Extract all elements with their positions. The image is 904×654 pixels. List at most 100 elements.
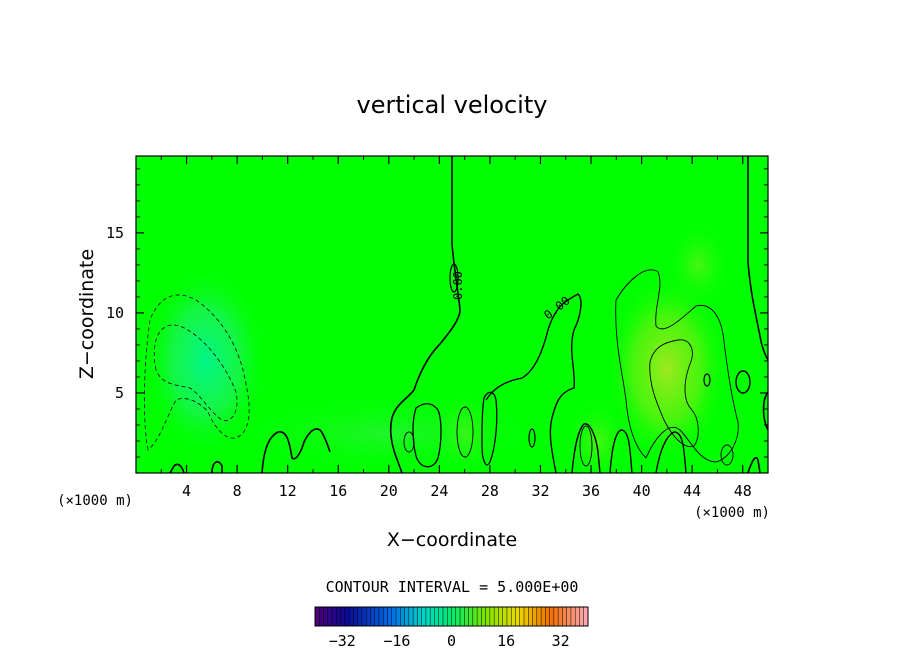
colorbar-tick-label-5: 32 bbox=[552, 632, 570, 650]
x-tick-label-10: 40 bbox=[633, 482, 651, 500]
x-tick-label-3: 12 bbox=[279, 482, 297, 500]
colorbar-cell bbox=[387, 607, 393, 626]
chart-title: vertical velocity bbox=[357, 91, 548, 119]
colorbar-cell bbox=[583, 607, 589, 626]
colorbar-cell bbox=[404, 607, 410, 626]
colorbar-cell bbox=[455, 607, 461, 626]
colorbar-cell bbox=[541, 607, 546, 626]
colorbar-cell bbox=[332, 607, 337, 626]
x-tick-label-2: 8 bbox=[233, 482, 242, 500]
field-extremum-1 bbox=[143, 264, 268, 457]
colorbar-cell bbox=[391, 607, 397, 626]
contour-lines bbox=[143, 156, 768, 473]
colorbar-cell bbox=[400, 607, 405, 626]
contour-positive-inner bbox=[649, 339, 699, 448]
colorbar-cell bbox=[425, 607, 431, 626]
colorbar-cell bbox=[562, 607, 567, 626]
contour-zero-ring-2 bbox=[481, 391, 498, 466]
colorbar-cell bbox=[468, 607, 474, 626]
colorbar-cell bbox=[370, 607, 376, 626]
contour-interval-text: CONTOUR INTERVAL = 5.000E+00 bbox=[326, 578, 579, 596]
contour-negative-inner bbox=[153, 324, 238, 422]
field-extremum-3 bbox=[664, 218, 733, 311]
contour-positive-blob-1 bbox=[456, 406, 474, 458]
x-tick-label-4: 16 bbox=[329, 482, 347, 500]
colorbar-cell bbox=[481, 607, 486, 626]
contour-zero-oval-2 bbox=[528, 428, 536, 448]
contour-zero-mid bbox=[389, 156, 461, 473]
colorbar-cell bbox=[566, 607, 572, 626]
colorbar-cell bbox=[494, 607, 499, 626]
colorbar-cell bbox=[434, 607, 440, 626]
colorbar-cell bbox=[575, 607, 580, 626]
colorbar-cell bbox=[442, 607, 448, 626]
colorbar-frame bbox=[314, 606, 589, 627]
plot-area: 0.00 0.00 bbox=[136, 156, 768, 473]
colorbar-cell bbox=[460, 607, 465, 626]
x-tick-label-9: 36 bbox=[582, 482, 600, 500]
colorbar-cell bbox=[570, 607, 576, 626]
colorbar-cell bbox=[524, 607, 529, 626]
x-axis-label: X−coordinate bbox=[387, 529, 517, 551]
colorbar-cell bbox=[408, 607, 414, 626]
colorbar-cell bbox=[519, 607, 525, 626]
colorbar-cell bbox=[374, 607, 380, 626]
colorbar-cell bbox=[361, 607, 367, 626]
contour-label-1: 0.00 bbox=[451, 271, 465, 300]
colorbar-cell bbox=[558, 607, 563, 626]
colorbar-cell bbox=[549, 607, 555, 626]
contour-zero-right bbox=[747, 156, 768, 473]
colorbar-tick-label-2: −16 bbox=[383, 632, 410, 650]
y-tick-label-1: 5 bbox=[115, 384, 124, 402]
colorbar-cell bbox=[489, 607, 495, 626]
x-tick-label-6: 24 bbox=[430, 482, 448, 500]
colorbar-cell bbox=[323, 607, 329, 626]
colorbar-cell bbox=[579, 607, 585, 626]
y-tick-label-3: 15 bbox=[106, 224, 124, 242]
colorbar-cell bbox=[319, 607, 324, 626]
y-tick-label-2: 10 bbox=[106, 304, 124, 322]
colorbar-cell bbox=[417, 607, 422, 626]
colorbar-cell bbox=[349, 607, 354, 626]
colorbar-cell bbox=[336, 607, 341, 626]
x-tick-label-5: 20 bbox=[380, 482, 398, 500]
colorbar-cell bbox=[451, 607, 457, 626]
colorbar-cell bbox=[413, 607, 418, 626]
plot-frame bbox=[135, 155, 769, 474]
colorbar: −32 −16 0 16 32 bbox=[314, 606, 589, 650]
colorbar-cell bbox=[396, 607, 401, 626]
colorbar-cell bbox=[528, 607, 533, 626]
colorbar-cell bbox=[515, 607, 521, 626]
colorbar-cell bbox=[353, 607, 358, 626]
colorbar-cell bbox=[383, 607, 388, 626]
y-axis-label: Z−coordinate bbox=[76, 249, 98, 379]
field-extremum-2 bbox=[604, 272, 729, 465]
field-soft-band bbox=[218, 392, 559, 473]
colorbar-cell bbox=[421, 607, 427, 626]
y-axis: 5 10 15 bbox=[106, 168, 768, 458]
colorbar-cell bbox=[511, 607, 516, 626]
colorbar-cell bbox=[502, 607, 508, 626]
colorbar-cell bbox=[447, 607, 452, 626]
colorbar-cell bbox=[536, 607, 542, 626]
colorbar-tick-label-3: 0 bbox=[447, 632, 456, 650]
contour-zero-oval-4 bbox=[703, 373, 711, 387]
x-tick-label-11: 44 bbox=[683, 482, 701, 500]
x-tick-label-7: 28 bbox=[481, 482, 499, 500]
contour-positive-blob-4 bbox=[720, 444, 734, 466]
colorbar-tick-label-1: −32 bbox=[329, 632, 356, 650]
contour-positive-outer bbox=[615, 269, 739, 463]
x-axis-unit-right: (×1000 m) bbox=[694, 505, 770, 521]
contour-zero-oval-3 bbox=[735, 370, 751, 394]
contour-negative-outer bbox=[143, 294, 250, 451]
colorbar-cell bbox=[357, 607, 363, 626]
colorbar-cell bbox=[498, 607, 503, 626]
colorbar-cell bbox=[485, 607, 491, 626]
colorbar-cell bbox=[477, 607, 482, 626]
x-tick-label-12: 48 bbox=[734, 482, 752, 500]
colorbar-cell bbox=[545, 607, 550, 626]
colorbar-cell bbox=[506, 607, 512, 626]
colorbar-cell bbox=[315, 607, 320, 626]
colorbar-cell bbox=[366, 607, 371, 626]
